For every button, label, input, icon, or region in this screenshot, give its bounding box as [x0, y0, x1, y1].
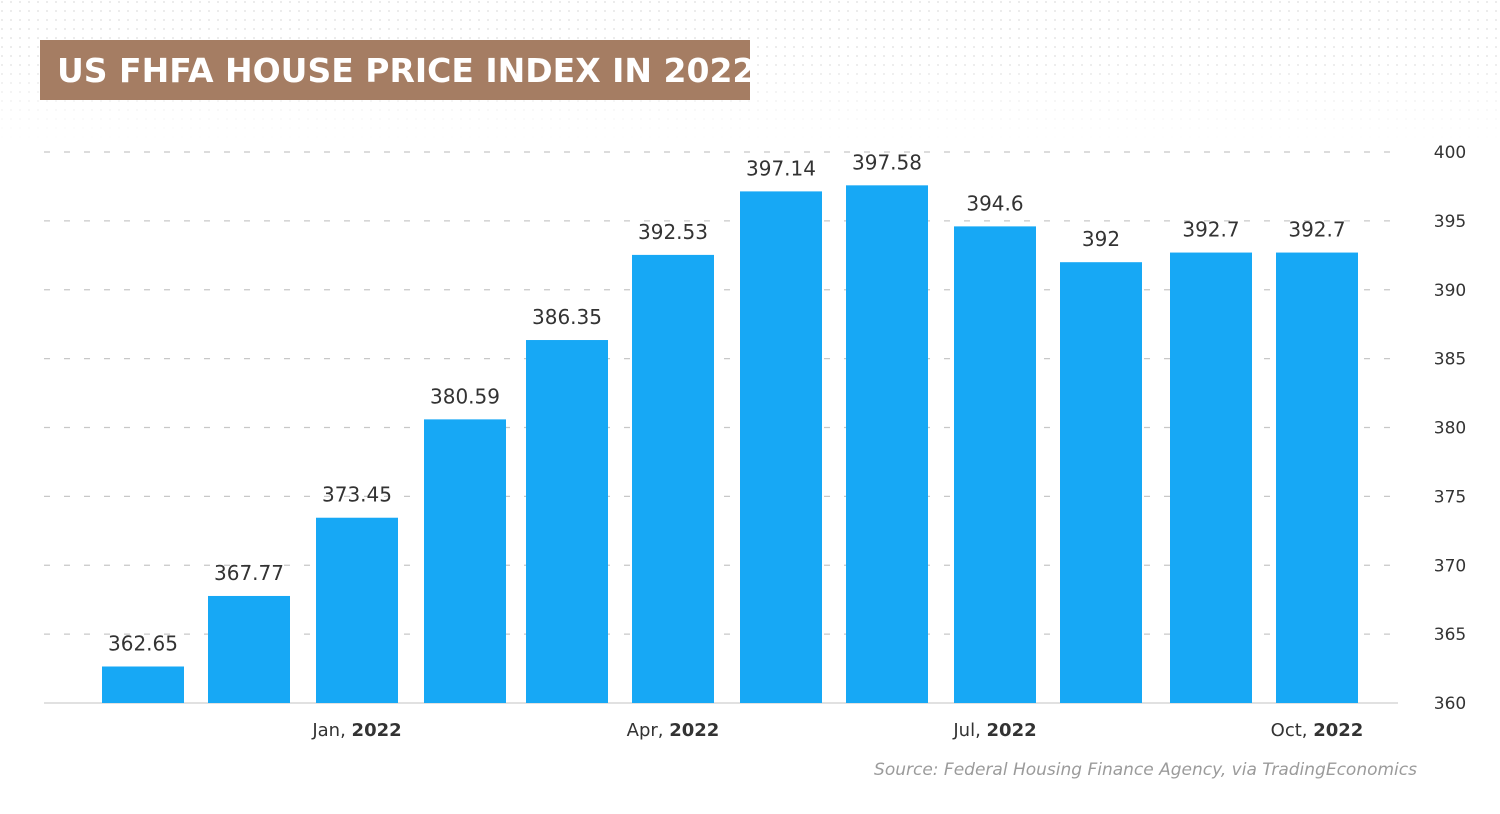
- bars: [102, 185, 1358, 704]
- y-tick-label: 365: [1434, 625, 1466, 645]
- title-banner: US FHFA HOUSE PRICE INDEX IN 2022: [40, 40, 755, 100]
- y-tick-label: 395: [1434, 212, 1466, 232]
- y-tick-label: 400: [1434, 143, 1466, 163]
- y-axis-ticks: 360 365 370 375 380 385 390 395 400: [1434, 143, 1466, 714]
- bar: [526, 340, 608, 703]
- y-tick-label: 360: [1434, 694, 1466, 714]
- data-label: 367.77: [214, 561, 284, 585]
- bar: [632, 254, 714, 704]
- data-label: 380.59: [430, 384, 500, 408]
- data-label: 362.65: [108, 631, 178, 655]
- x-tick-year: 2022: [1313, 720, 1363, 741]
- source-note: Source: Federal Housing Finance Agency, …: [874, 760, 1417, 780]
- y-tick-label: 380: [1434, 419, 1466, 439]
- bar: [1276, 252, 1358, 703]
- x-tick-label: Jan, 2022: [311, 720, 401, 741]
- x-tick-month: Jul,: [952, 720, 986, 741]
- bar: [208, 595, 290, 703]
- x-tick-label: Oct, 2022: [1271, 720, 1364, 741]
- data-label: 392.53: [638, 220, 708, 244]
- bar: [954, 226, 1036, 703]
- x-tick-month: Apr,: [627, 720, 670, 741]
- data-label: 394.6: [966, 191, 1023, 215]
- data-label: 373.45: [322, 483, 392, 507]
- y-tick-label: 375: [1434, 487, 1466, 507]
- x-tick-label: Jul, 2022: [952, 720, 1036, 741]
- bar: [846, 185, 928, 703]
- bar: [740, 191, 822, 704]
- x-tick-year: 2022: [669, 720, 719, 741]
- y-tick-label: 370: [1434, 556, 1466, 576]
- x-tick-year: 2022: [352, 720, 402, 741]
- data-label: 386.35: [532, 305, 602, 329]
- data-label: 392.7: [1288, 218, 1345, 242]
- bar: [1170, 252, 1252, 703]
- x-tick-month: Oct,: [1271, 720, 1314, 741]
- data-label: 392: [1082, 227, 1120, 251]
- data-label: 397.58: [852, 150, 922, 174]
- bar: [102, 666, 184, 703]
- bar: [316, 517, 398, 703]
- data-label: 392.7: [1182, 218, 1239, 242]
- x-tick-label: Apr, 2022: [627, 720, 720, 741]
- chart-title: US FHFA HOUSE PRICE INDEX IN 2022: [57, 50, 756, 90]
- x-tick-month: Jan,: [311, 720, 351, 741]
- y-tick-label: 385: [1434, 350, 1466, 370]
- data-label: 397.14: [746, 156, 816, 180]
- data-labels: 362.65 367.77 373.45 380.59 386.35 392.53 397.…: [108, 150, 1346, 655]
- x-tick-year: 2022: [987, 720, 1037, 741]
- bar: [1060, 262, 1142, 703]
- bar: [424, 419, 506, 703]
- x-axis-ticks: Jan, 2022 Apr, 2022 Jul, 2022 Oct, 2022: [311, 720, 1363, 741]
- y-tick-label: 390: [1434, 281, 1466, 301]
